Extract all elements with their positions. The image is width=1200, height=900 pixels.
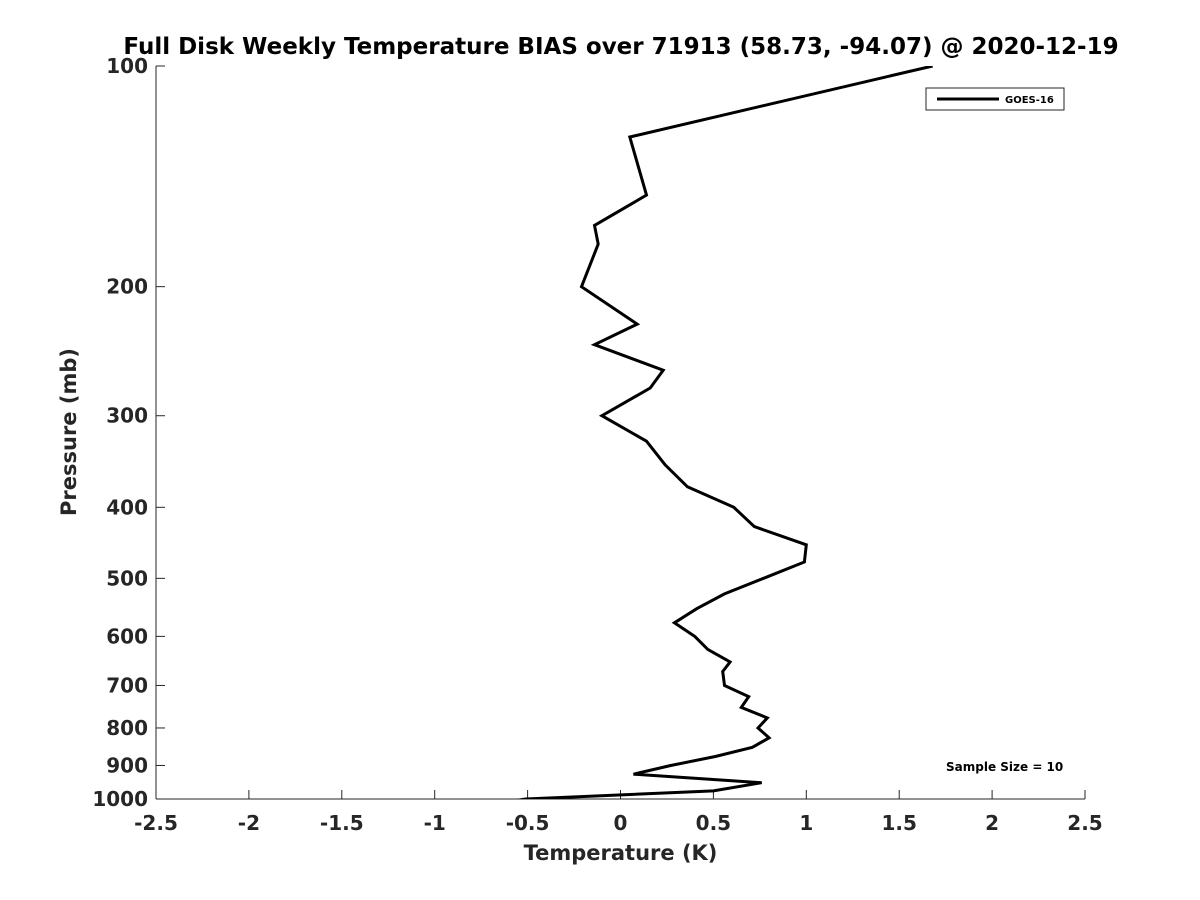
x-tick-label: 0 — [614, 811, 628, 835]
y-tick-label: 500 — [106, 566, 148, 590]
y-axis-label: Pressure (mb) — [57, 348, 81, 516]
y-tick-label: 600 — [106, 624, 148, 648]
x-tick-label: 1 — [799, 811, 813, 835]
y-tick-label: 100 — [106, 54, 148, 78]
y-tick-label: 400 — [106, 495, 148, 519]
y-tick-label: 800 — [106, 716, 148, 740]
x-tick-label: -1.5 — [320, 811, 364, 835]
x-tick-label: -2.5 — [134, 811, 178, 835]
x-tick-label: 2 — [985, 811, 999, 835]
legend-label-goes16: GOES-16 — [1005, 95, 1054, 106]
legend: GOES-16 — [925, 87, 1065, 111]
y-axis-ticks: 100 200 300 400 500 600 700 800 900 1000 — [92, 54, 165, 811]
y-tick-label: 300 — [106, 404, 148, 428]
y-tick-label: 200 — [106, 275, 148, 299]
chart-title: Full Disk Weekly Temperature BIAS over 7… — [123, 34, 1118, 60]
x-tick-label: -1 — [424, 811, 446, 835]
y-tick-label: 900 — [106, 753, 148, 777]
series-line-goes16 — [515, 66, 933, 799]
series-layer — [515, 66, 933, 799]
x-axis-label: Temperature (K) — [524, 841, 718, 865]
plot-area — [156, 66, 1085, 799]
x-tick-label: 1.5 — [881, 811, 916, 835]
x-axis-ticks: -2.5 -2 -1.5 -1 -0.5 0 0.5 1 1.5 2 2.5 — [134, 790, 1103, 835]
x-tick-label: -0.5 — [506, 811, 550, 835]
sample-size-annotation: Sample Size = 10 — [946, 760, 1063, 774]
x-tick-label: 0.5 — [696, 811, 731, 835]
x-tick-label: 2.5 — [1067, 811, 1102, 835]
x-tick-label: -2 — [238, 811, 260, 835]
y-tick-label: 1000 — [92, 787, 148, 811]
y-tick-label: 700 — [106, 673, 148, 697]
